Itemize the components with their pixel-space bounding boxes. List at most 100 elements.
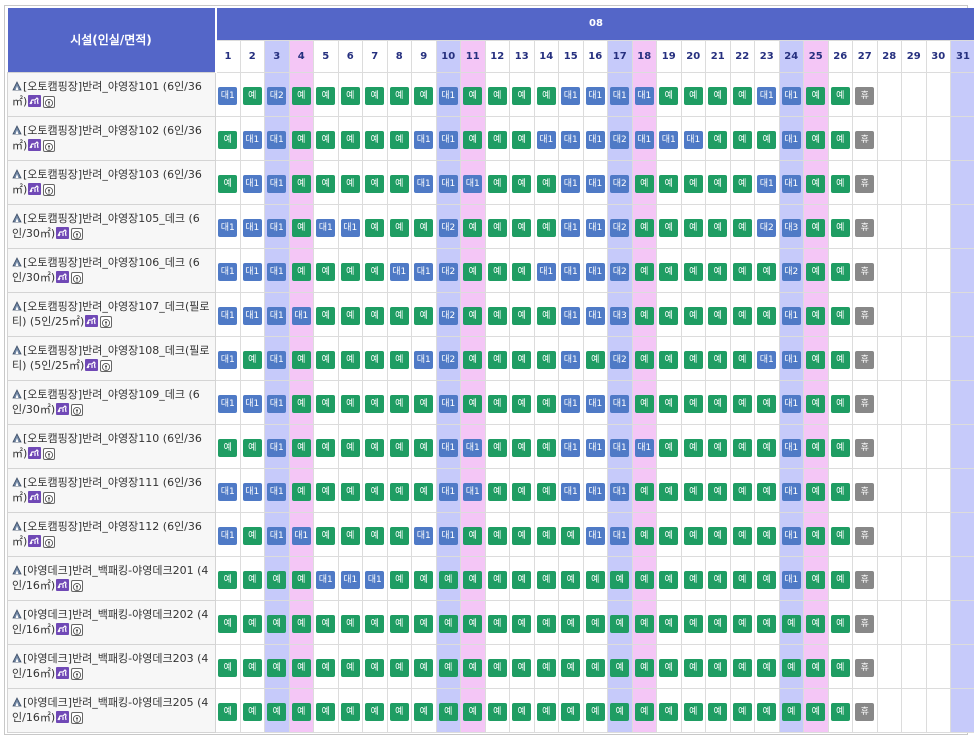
reserve-button[interactable]: 예 bbox=[830, 659, 850, 677]
reserve-button[interactable]: 예 bbox=[242, 351, 262, 369]
waitlist-badge[interactable]: 대1 bbox=[218, 219, 238, 237]
reserve-button[interactable]: 예 bbox=[830, 351, 850, 369]
waitlist-badge[interactable]: 대1 bbox=[267, 175, 287, 193]
facility-name[interactable]: [야영데크]반려_백패킹-야영데크203 (4인/16㎡) bbox=[12, 652, 209, 680]
waitlist-badge[interactable]: 대1 bbox=[267, 439, 287, 457]
reserve-button[interactable]: 예 bbox=[438, 615, 458, 633]
reserve-button[interactable]: 예 bbox=[389, 527, 409, 545]
reserve-button[interactable]: 예 bbox=[732, 351, 752, 369]
waitlist-badge[interactable]: 대1 bbox=[781, 483, 801, 501]
reserve-button[interactable]: 예 bbox=[414, 439, 434, 457]
reserve-button[interactable]: 예 bbox=[414, 659, 434, 677]
waitlist-badge[interactable]: 대2 bbox=[438, 351, 458, 369]
reserve-button[interactable]: 예 bbox=[683, 395, 703, 413]
reserve-button[interactable]: 예 bbox=[536, 527, 556, 545]
waitlist-badge[interactable]: 대1 bbox=[757, 175, 777, 193]
reserve-button[interactable]: 예 bbox=[561, 527, 581, 545]
waitlist-badge[interactable]: 대1 bbox=[438, 439, 458, 457]
reserve-button[interactable]: 예 bbox=[389, 439, 409, 457]
reserve-button[interactable]: 예 bbox=[781, 659, 801, 677]
map-pin-icon[interactable] bbox=[71, 228, 84, 240]
reserve-button[interactable]: 예 bbox=[242, 439, 262, 457]
reserve-button[interactable]: 예 bbox=[365, 395, 385, 413]
reserve-button[interactable]: 예 bbox=[806, 395, 826, 413]
reserve-button[interactable]: 예 bbox=[487, 175, 507, 193]
reserve-button[interactable]: 예 bbox=[365, 263, 385, 281]
waitlist-badge[interactable]: 대1 bbox=[585, 395, 605, 413]
reserve-button[interactable]: 예 bbox=[732, 439, 752, 457]
map-pin-icon[interactable] bbox=[43, 448, 56, 460]
reserve-button[interactable]: 예 bbox=[634, 703, 654, 721]
reserve-button[interactable]: 예 bbox=[291, 571, 311, 589]
map-pin-icon[interactable] bbox=[71, 624, 84, 636]
waitlist-badge[interactable]: 대1 bbox=[585, 527, 605, 545]
reserve-button[interactable]: 예 bbox=[463, 527, 483, 545]
reserve-button[interactable]: 예 bbox=[708, 659, 728, 677]
reserve-button[interactable]: 예 bbox=[365, 615, 385, 633]
map-pin-icon[interactable] bbox=[43, 140, 56, 152]
waitlist-badge[interactable]: 대1 bbox=[438, 483, 458, 501]
reserve-button[interactable]: 예 bbox=[634, 395, 654, 413]
reserve-button[interactable]: 예 bbox=[365, 219, 385, 237]
waitlist-badge[interactable]: 대1 bbox=[561, 219, 581, 237]
reserve-button[interactable]: 예 bbox=[732, 307, 752, 325]
waitlist-badge[interactable]: 대1 bbox=[610, 439, 630, 457]
waitlist-badge[interactable]: 대1 bbox=[414, 263, 434, 281]
waitlist-badge[interactable]: 대1 bbox=[242, 131, 262, 149]
reserve-button[interactable]: 예 bbox=[340, 615, 360, 633]
reserve-button[interactable]: 예 bbox=[365, 131, 385, 149]
waitlist-badge[interactable]: 대1 bbox=[757, 87, 777, 105]
waitlist-badge[interactable]: 대2 bbox=[610, 263, 630, 281]
reserve-button[interactable]: 예 bbox=[463, 571, 483, 589]
reserve-button[interactable]: 예 bbox=[708, 571, 728, 589]
waitlist-badge[interactable]: 대1 bbox=[291, 527, 311, 545]
reserve-button[interactable]: 예 bbox=[732, 527, 752, 545]
waitlist-badge[interactable]: 대1 bbox=[659, 131, 679, 149]
waitlist-badge[interactable]: 대1 bbox=[561, 307, 581, 325]
reserve-button[interactable]: 예 bbox=[218, 175, 238, 193]
map-pin-icon[interactable] bbox=[43, 492, 56, 504]
waitlist-badge[interactable]: 대1 bbox=[781, 439, 801, 457]
reserve-button[interactable]: 예 bbox=[267, 659, 287, 677]
reserve-button[interactable]: 예 bbox=[316, 615, 336, 633]
waitlist-badge[interactable]: 대1 bbox=[585, 131, 605, 149]
waitlist-badge[interactable]: 대1 bbox=[781, 307, 801, 325]
reserve-button[interactable]: 예 bbox=[316, 659, 336, 677]
waitlist-badge[interactable]: 대1 bbox=[463, 175, 483, 193]
waitlist-badge[interactable]: 대1 bbox=[536, 131, 556, 149]
waitlist-badge[interactable]: 대2 bbox=[610, 219, 630, 237]
reserve-button[interactable]: 예 bbox=[218, 439, 238, 457]
facility-name[interactable]: [오토캠핑장]반려_야영장105_데크 (6인/30㎡) bbox=[12, 212, 200, 240]
reserve-button[interactable]: 예 bbox=[389, 395, 409, 413]
reserve-button[interactable]: 예 bbox=[732, 571, 752, 589]
reserve-button[interactable]: 예 bbox=[316, 439, 336, 457]
map-pin-icon[interactable] bbox=[43, 184, 56, 196]
reserve-button[interactable]: 예 bbox=[291, 175, 311, 193]
waitlist-badge[interactable]: 대1 bbox=[438, 131, 458, 149]
reserve-button[interactable]: 예 bbox=[316, 483, 336, 501]
waitlist-badge[interactable]: 대1 bbox=[218, 87, 238, 105]
reserve-button[interactable]: 예 bbox=[708, 131, 728, 149]
reserve-button[interactable]: 예 bbox=[536, 87, 556, 105]
reserve-button[interactable]: 예 bbox=[242, 87, 262, 105]
waitlist-badge[interactable]: 대1 bbox=[585, 219, 605, 237]
waitlist-badge[interactable]: 대1 bbox=[414, 131, 434, 149]
waitlist-badge[interactable]: 대1 bbox=[242, 219, 262, 237]
waitlist-badge[interactable]: 대1 bbox=[634, 439, 654, 457]
reserve-button[interactable]: 예 bbox=[634, 527, 654, 545]
reserve-button[interactable]: 예 bbox=[830, 219, 850, 237]
waitlist-badge[interactable]: 대1 bbox=[781, 571, 801, 589]
reserve-button[interactable]: 예 bbox=[365, 439, 385, 457]
reserve-button[interactable]: 예 bbox=[365, 87, 385, 105]
waitlist-badge[interactable]: 대1 bbox=[781, 87, 801, 105]
reserve-button[interactable]: 예 bbox=[683, 527, 703, 545]
reserve-button[interactable]: 예 bbox=[512, 219, 532, 237]
reserve-button[interactable]: 예 bbox=[487, 307, 507, 325]
reserve-button[interactable]: 예 bbox=[438, 659, 458, 677]
waitlist-badge[interactable]: 대1 bbox=[340, 571, 360, 589]
reserve-button[interactable]: 예 bbox=[757, 571, 777, 589]
reserve-button[interactable]: 예 bbox=[683, 351, 703, 369]
waitlist-badge[interactable]: 대2 bbox=[757, 219, 777, 237]
reserve-button[interactable]: 예 bbox=[340, 307, 360, 325]
reserve-button[interactable]: 예 bbox=[659, 87, 679, 105]
